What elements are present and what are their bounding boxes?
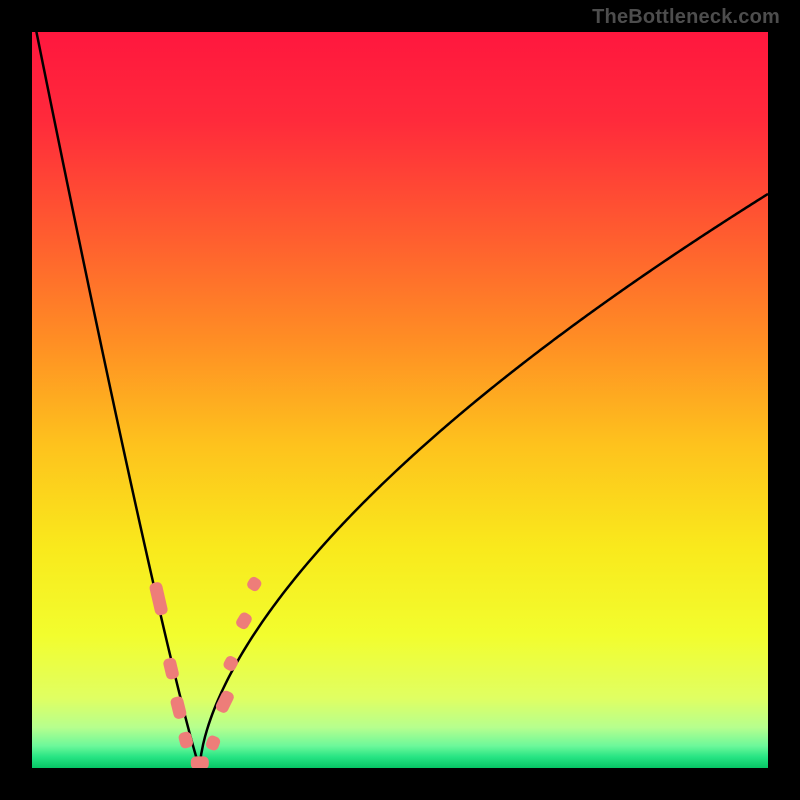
- chart-background-gradient: [32, 32, 768, 768]
- bottleneck-chart: [0, 0, 800, 800]
- curve-marker: [191, 756, 209, 769]
- watermark-text: TheBottleneck.com: [592, 6, 780, 29]
